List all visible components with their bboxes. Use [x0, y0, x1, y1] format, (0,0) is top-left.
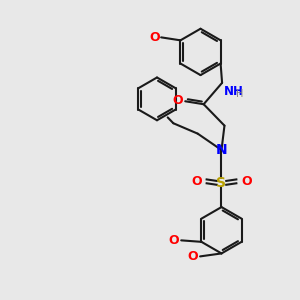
Text: NH: NH	[224, 85, 244, 98]
Text: S: S	[217, 176, 226, 190]
Text: O: O	[241, 175, 252, 188]
Text: O: O	[188, 250, 198, 263]
Text: H: H	[236, 89, 243, 99]
Text: O: O	[149, 31, 160, 44]
Text: O: O	[191, 175, 202, 188]
Text: N: N	[216, 143, 227, 157]
Text: O: O	[169, 234, 179, 247]
Text: O: O	[172, 94, 183, 107]
